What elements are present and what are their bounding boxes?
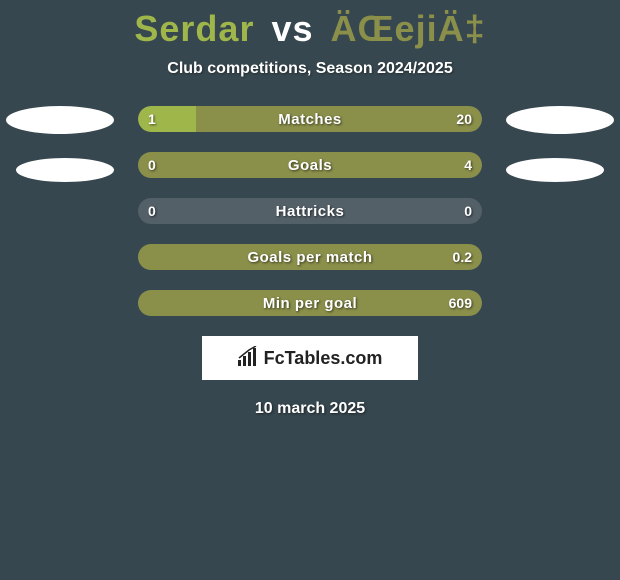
stat-bars-container: 120Matches 04Goals 00Hattricks 0.2Goals per… (138, 106, 482, 316)
player-2-avatar-placeholder (506, 106, 614, 134)
competition-subtitle: Club competitions, Season 2024/2025 (0, 60, 620, 78)
stat-bar-row: 0.2Goals per match (138, 244, 482, 270)
stat-bar-row: 120Matches (138, 106, 482, 132)
player-1-club-placeholder (16, 158, 114, 182)
stat-label: Min per goal (138, 290, 482, 316)
vs-text: vs (271, 8, 313, 49)
stat-bar-row: 609Min per goal (138, 290, 482, 316)
player-1-name: Serdar (134, 8, 254, 49)
stat-bar-row: 04Goals (138, 152, 482, 178)
stat-label: Hattricks (138, 198, 482, 224)
stats-content: 120Matches 04Goals 00Hattricks 0.2Goals per… (0, 106, 620, 418)
player-1-avatar-placeholder (6, 106, 114, 134)
player-2-club-placeholder (506, 158, 604, 182)
comparison-title: Serdar vs ÄŒejiÄ‡ (0, 0, 620, 50)
stat-label: Goals (138, 152, 482, 178)
stat-label: Matches (138, 106, 482, 132)
chart-icon (238, 346, 260, 371)
attribution-logo-box: FcTables.com (202, 336, 418, 380)
stat-bar-row: 00Hattricks (138, 198, 482, 224)
stat-label: Goals per match (138, 244, 482, 270)
player-2-name: ÄŒejiÄ‡ (331, 8, 486, 49)
attribution-text: FcTables.com (264, 348, 383, 369)
snapshot-date: 10 march 2025 (0, 400, 620, 418)
